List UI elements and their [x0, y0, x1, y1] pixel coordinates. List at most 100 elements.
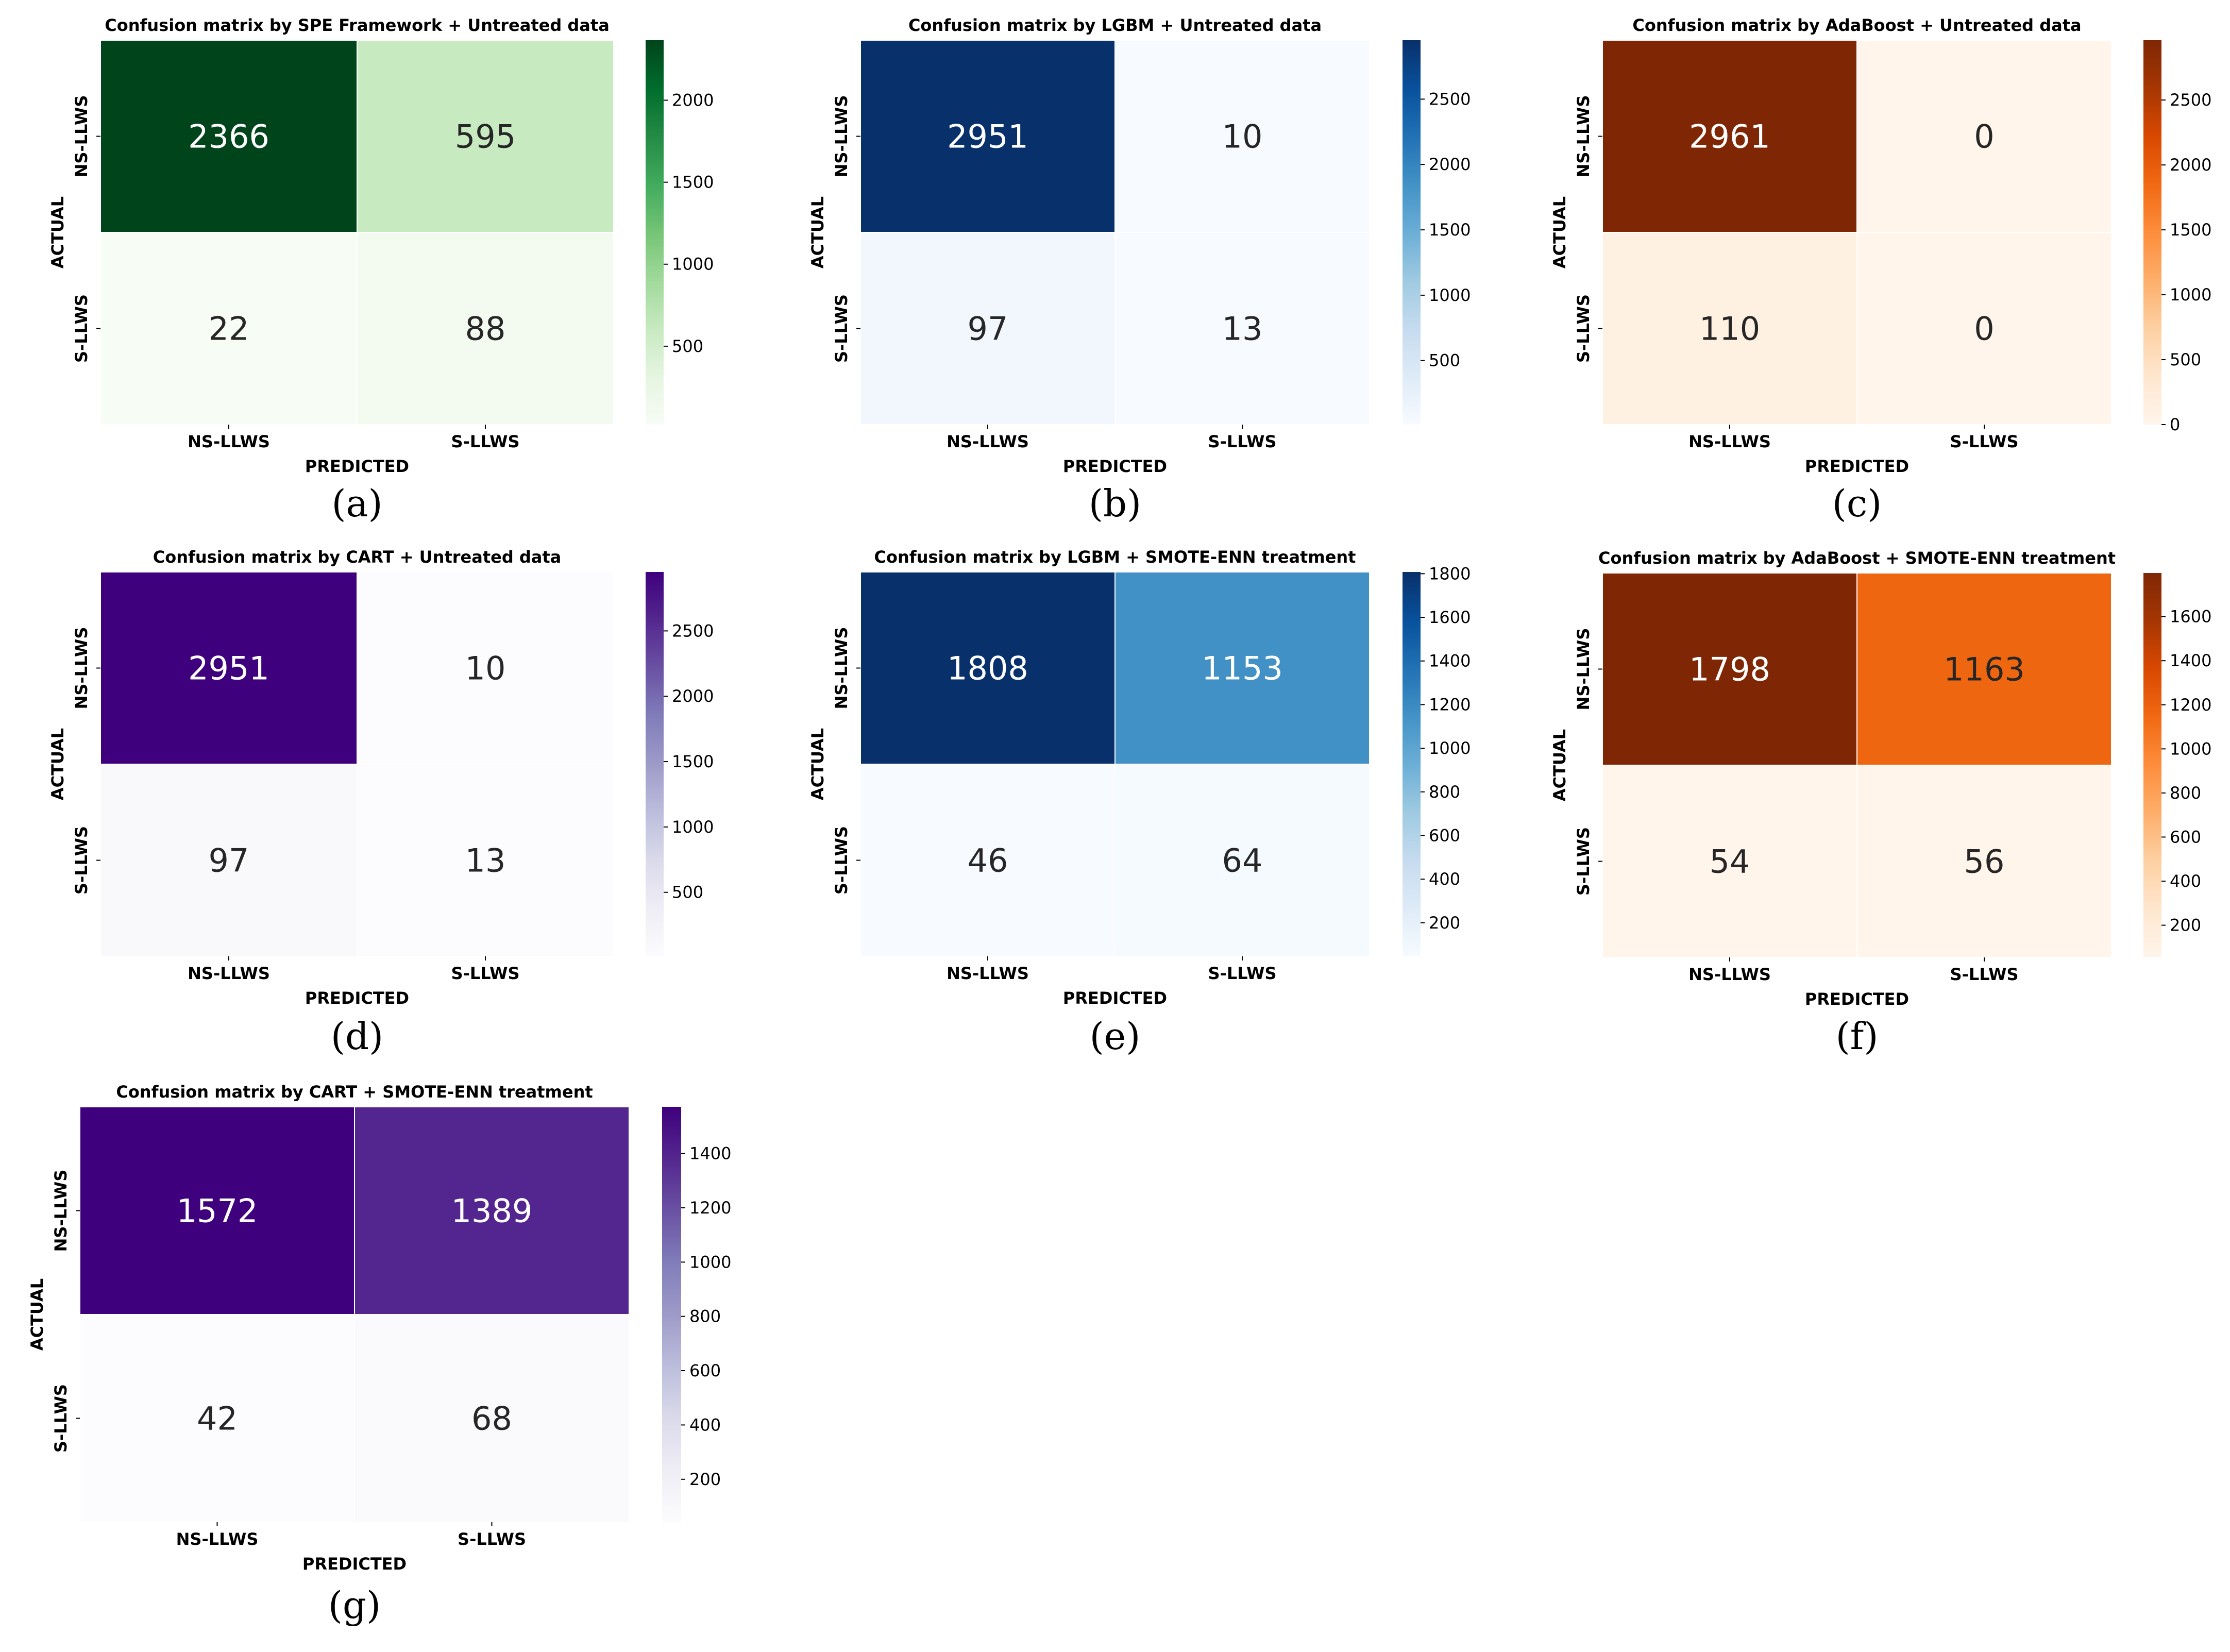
colorbar-tick-label: 2000	[1429, 155, 1471, 174]
y-tick-label: NS-LLWS	[51, 1170, 71, 1252]
x-axis-label: PREDICTED	[305, 457, 409, 476]
colorbar-tick-label: 600	[2170, 827, 2201, 847]
x-axis-label: PREDICTED	[1805, 989, 1909, 1009]
heatmap-cell	[357, 571, 614, 765]
cell-value-label: 22	[209, 310, 249, 348]
x-tick-label: S-LLWS	[1950, 432, 2019, 451]
confusion-matrix-panel-b: Confusion matrix by LGBM + Untreated dat…	[808, 15, 1471, 525]
colorbar-tick-label: 1600	[2170, 607, 2211, 627]
cell-value-label: 64	[1222, 842, 1263, 880]
chart-title: Confusion matrix by SPE Framework + Untr…	[105, 15, 610, 35]
cell-value-label: 0	[1974, 118, 1994, 156]
heatmap-cell	[1856, 572, 2112, 766]
x-tick-label: S-LLWS	[451, 432, 520, 451]
cell-value-label: 595	[455, 118, 516, 156]
heatmap-cell	[1602, 572, 1857, 766]
panel-caption: (c)	[1832, 482, 1882, 525]
colorbar-tick-label: 500	[1429, 351, 1460, 370]
y-tick-label: S-LLWS	[1574, 827, 1593, 896]
x-tick-label: S-LLWS	[1208, 432, 1277, 451]
cell-value-label: 1572	[177, 1192, 258, 1230]
colorbar-tick-label: 1000	[689, 1252, 731, 1272]
x-tick-label: NS-LLWS	[947, 964, 1029, 983]
colorbar-tick-label: 1000	[2170, 285, 2211, 305]
confusion-matrix-panel-d: Confusion matrix by CART + Untreated dat…	[48, 547, 714, 1058]
cell-value-label: 97	[209, 842, 249, 880]
y-axis-label: ACTUAL	[48, 196, 67, 268]
colorbar-tick-label: 1000	[1429, 738, 1471, 758]
y-tick-label: NS-LLWS	[1574, 628, 1593, 711]
panel-caption: (f)	[1836, 1015, 1879, 1058]
colorbar-tick-label: 0	[2170, 415, 2180, 434]
x-tick-label: NS-LLWS	[1688, 965, 1771, 984]
colorbar-tick-label: 1400	[2170, 651, 2211, 670]
y-axis-label: ACTUAL	[48, 728, 67, 800]
heatmap-cell	[1114, 764, 1370, 957]
confusion-matrix-panel-f: Confusion matrix by AdaBoost + SMOTE-ENN…	[1550, 548, 2211, 1058]
colorbar-tick-label: 500	[672, 336, 703, 356]
x-tick-label: NS-LLWS	[176, 1529, 259, 1549]
heatmap-cell	[1602, 40, 1857, 233]
colorbar-tick-label: 800	[1429, 782, 1460, 802]
heatmap-cell	[354, 1106, 630, 1315]
colorbar	[646, 572, 664, 956]
colorbar-tick-label: 600	[1429, 825, 1460, 845]
x-axis-label: PREDICTED	[305, 988, 409, 1008]
cell-value-label: 2951	[947, 118, 1028, 156]
cell-value-label: 0	[1974, 310, 1994, 348]
colorbar-tick-label: 1000	[1429, 285, 1471, 305]
heatmap-cell	[357, 764, 614, 957]
x-tick-label: S-LLWS	[1208, 964, 1277, 983]
cell-value-label: 1389	[451, 1192, 533, 1230]
x-tick-label: NS-LLWS	[188, 432, 270, 451]
heatmap-cell	[1114, 232, 1370, 425]
colorbar-tick-label: 2000	[2170, 155, 2211, 175]
y-tick-label: S-LLWS	[832, 826, 851, 895]
cell-value-label: 68	[471, 1400, 512, 1438]
heatmap-cell	[100, 571, 358, 765]
y-axis-label: ACTUAL	[1550, 196, 1569, 268]
colorbar-tick-label: 1200	[2170, 695, 2211, 715]
confusion-matrix-panel-c: Confusion matrix by AdaBoost + Untreated…	[1550, 15, 2211, 525]
cell-value-label: 88	[465, 310, 506, 348]
cell-value-label: 97	[968, 310, 1008, 348]
cell-value-label: 1163	[1944, 651, 2025, 688]
y-axis-label: ACTUAL	[1550, 729, 1569, 801]
colorbar-tick-label: 1000	[672, 817, 714, 837]
colorbar-tick-label: 2500	[2170, 90, 2211, 110]
heatmap-cell	[1856, 232, 2112, 425]
colorbar-tick-label: 400	[2170, 871, 2201, 891]
chart-title: Confusion matrix by CART + Untreated dat…	[153, 547, 562, 567]
colorbar	[2143, 573, 2161, 957]
x-axis-label: PREDICTED	[1805, 457, 1909, 476]
heatmap-cell	[860, 764, 1116, 957]
colorbar-tick-label: 1600	[1429, 608, 1471, 627]
heatmap-cell	[100, 764, 358, 957]
panel-caption: (b)	[1089, 482, 1141, 525]
cell-value-label: 10	[465, 650, 506, 687]
cell-value-label: 54	[1710, 843, 1750, 881]
heatmap-cell	[357, 232, 614, 425]
cell-value-label: 2961	[1689, 118, 1770, 156]
chart-title: Confusion matrix by CART + SMOTE-ENN tre…	[116, 1082, 593, 1102]
heatmap-cell	[1114, 571, 1370, 765]
cell-value-label: 13	[1222, 310, 1263, 348]
colorbar-tick-label: 1000	[672, 255, 714, 274]
x-tick-label: S-LLWS	[1950, 965, 2019, 984]
colorbar-tick-label: 1200	[1429, 695, 1471, 714]
colorbar-tick-label: 500	[672, 883, 703, 902]
colorbar	[646, 40, 664, 425]
x-tick-label: S-LLWS	[458, 1529, 526, 1549]
x-tick-label: NS-LLWS	[1688, 432, 1771, 451]
colorbar-tick-label: 800	[2170, 783, 2201, 803]
colorbar-tick-label: 1500	[672, 752, 714, 771]
chart-title: Confusion matrix by AdaBoost + Untreated…	[1632, 15, 2081, 35]
y-tick-label: NS-LLWS	[72, 627, 91, 710]
colorbar-tick-label: 1800	[1429, 564, 1471, 583]
colorbar-tick-label: 2500	[1429, 89, 1471, 109]
cell-value-label: 2951	[188, 650, 269, 687]
colorbar-tick-label: 1500	[672, 173, 714, 192]
y-tick-label: S-LLWS	[832, 294, 851, 363]
confusion-matrix-panel-a: Confusion matrix by SPE Framework + Untr…	[48, 15, 714, 525]
